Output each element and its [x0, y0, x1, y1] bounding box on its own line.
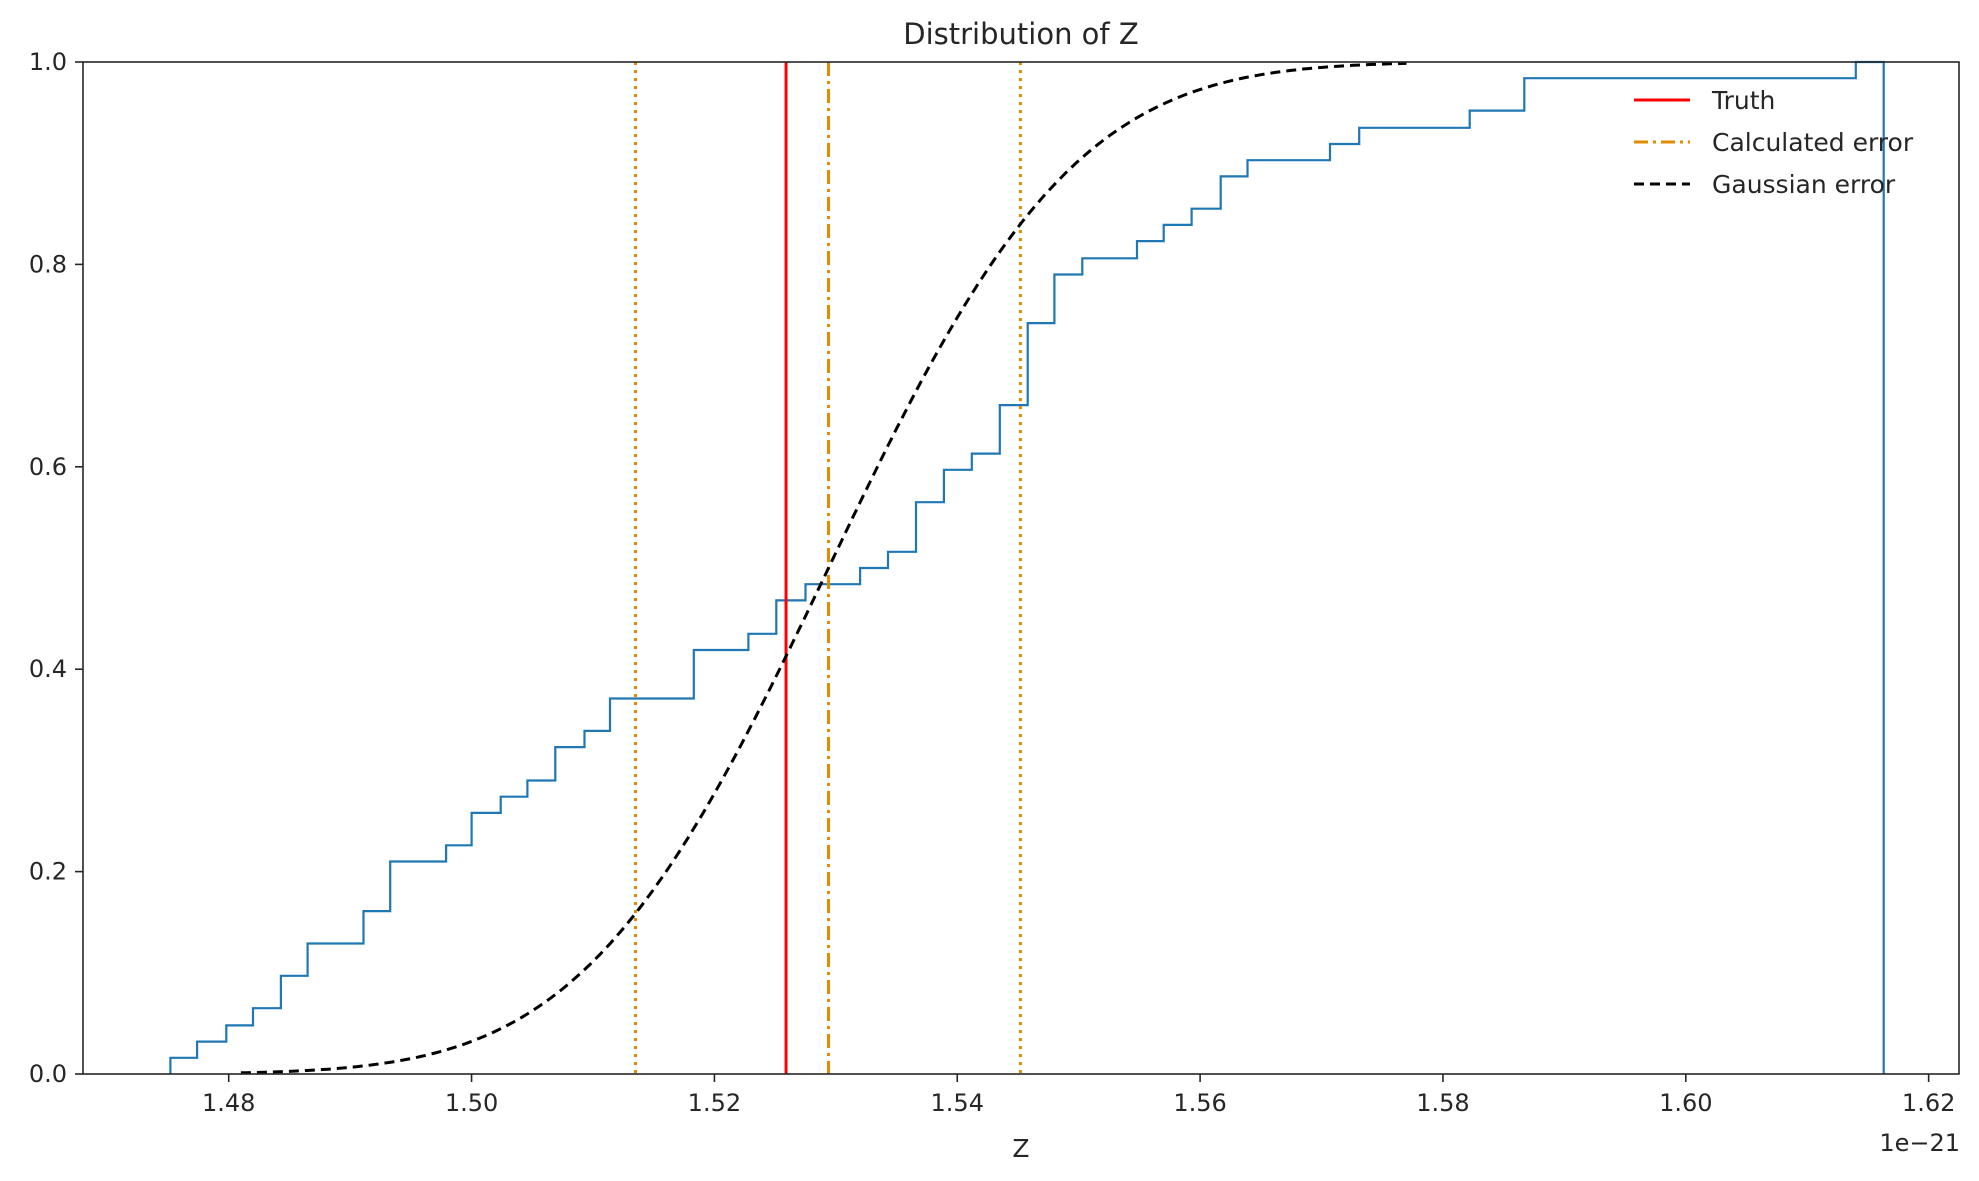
plot-frame	[82, 61, 1960, 1075]
x-tick-label: 1.58	[1416, 1089, 1469, 1117]
y-tick-label: 0.6	[29, 453, 67, 481]
x-tick-label: 1.60	[1659, 1089, 1712, 1117]
x-tick-label: 1.56	[1173, 1089, 1226, 1117]
x-tick-label: 1.48	[202, 1089, 255, 1117]
chart-title: Distribution of Z	[903, 17, 1138, 51]
legend: Truth Calculated error Gaussian error	[1634, 86, 1914, 199]
y-tick-label: 0.2	[29, 858, 67, 886]
gaussian-error-cdf-curve	[240, 61, 1407, 1075]
legend-label-truth: Truth	[1711, 86, 1775, 115]
x-tick-label: 1.62	[1902, 1089, 1955, 1117]
plot-area	[169, 60, 1885, 1075]
x-tick-label: 1.54	[931, 1089, 984, 1117]
y-tick-label: 0.8	[29, 250, 67, 278]
empirical-cdf-step-line	[169, 60, 1885, 1074]
y-tick-label: 0.0	[29, 1060, 67, 1088]
y-axis: 0.0 0.2 0.4 0.6 0.8 1.0	[29, 48, 83, 1088]
x-tick-label: 1.52	[688, 1089, 741, 1117]
legend-label-gaussian-error: Gaussian error	[1712, 170, 1896, 199]
legend-label-calculated-error: Calculated error	[1712, 128, 1914, 157]
x-tick-label: 1.50	[445, 1089, 498, 1117]
x-axis: 1.48 1.50 1.52 1.54 1.56 1.58 1.60 1.62	[202, 1074, 1955, 1117]
y-tick-label: 1.0	[29, 48, 67, 76]
x-axis-offset-label: 1e−21	[1879, 1129, 1960, 1157]
x-axis-label: Z	[1012, 1134, 1029, 1163]
y-tick-label: 0.4	[29, 655, 67, 683]
